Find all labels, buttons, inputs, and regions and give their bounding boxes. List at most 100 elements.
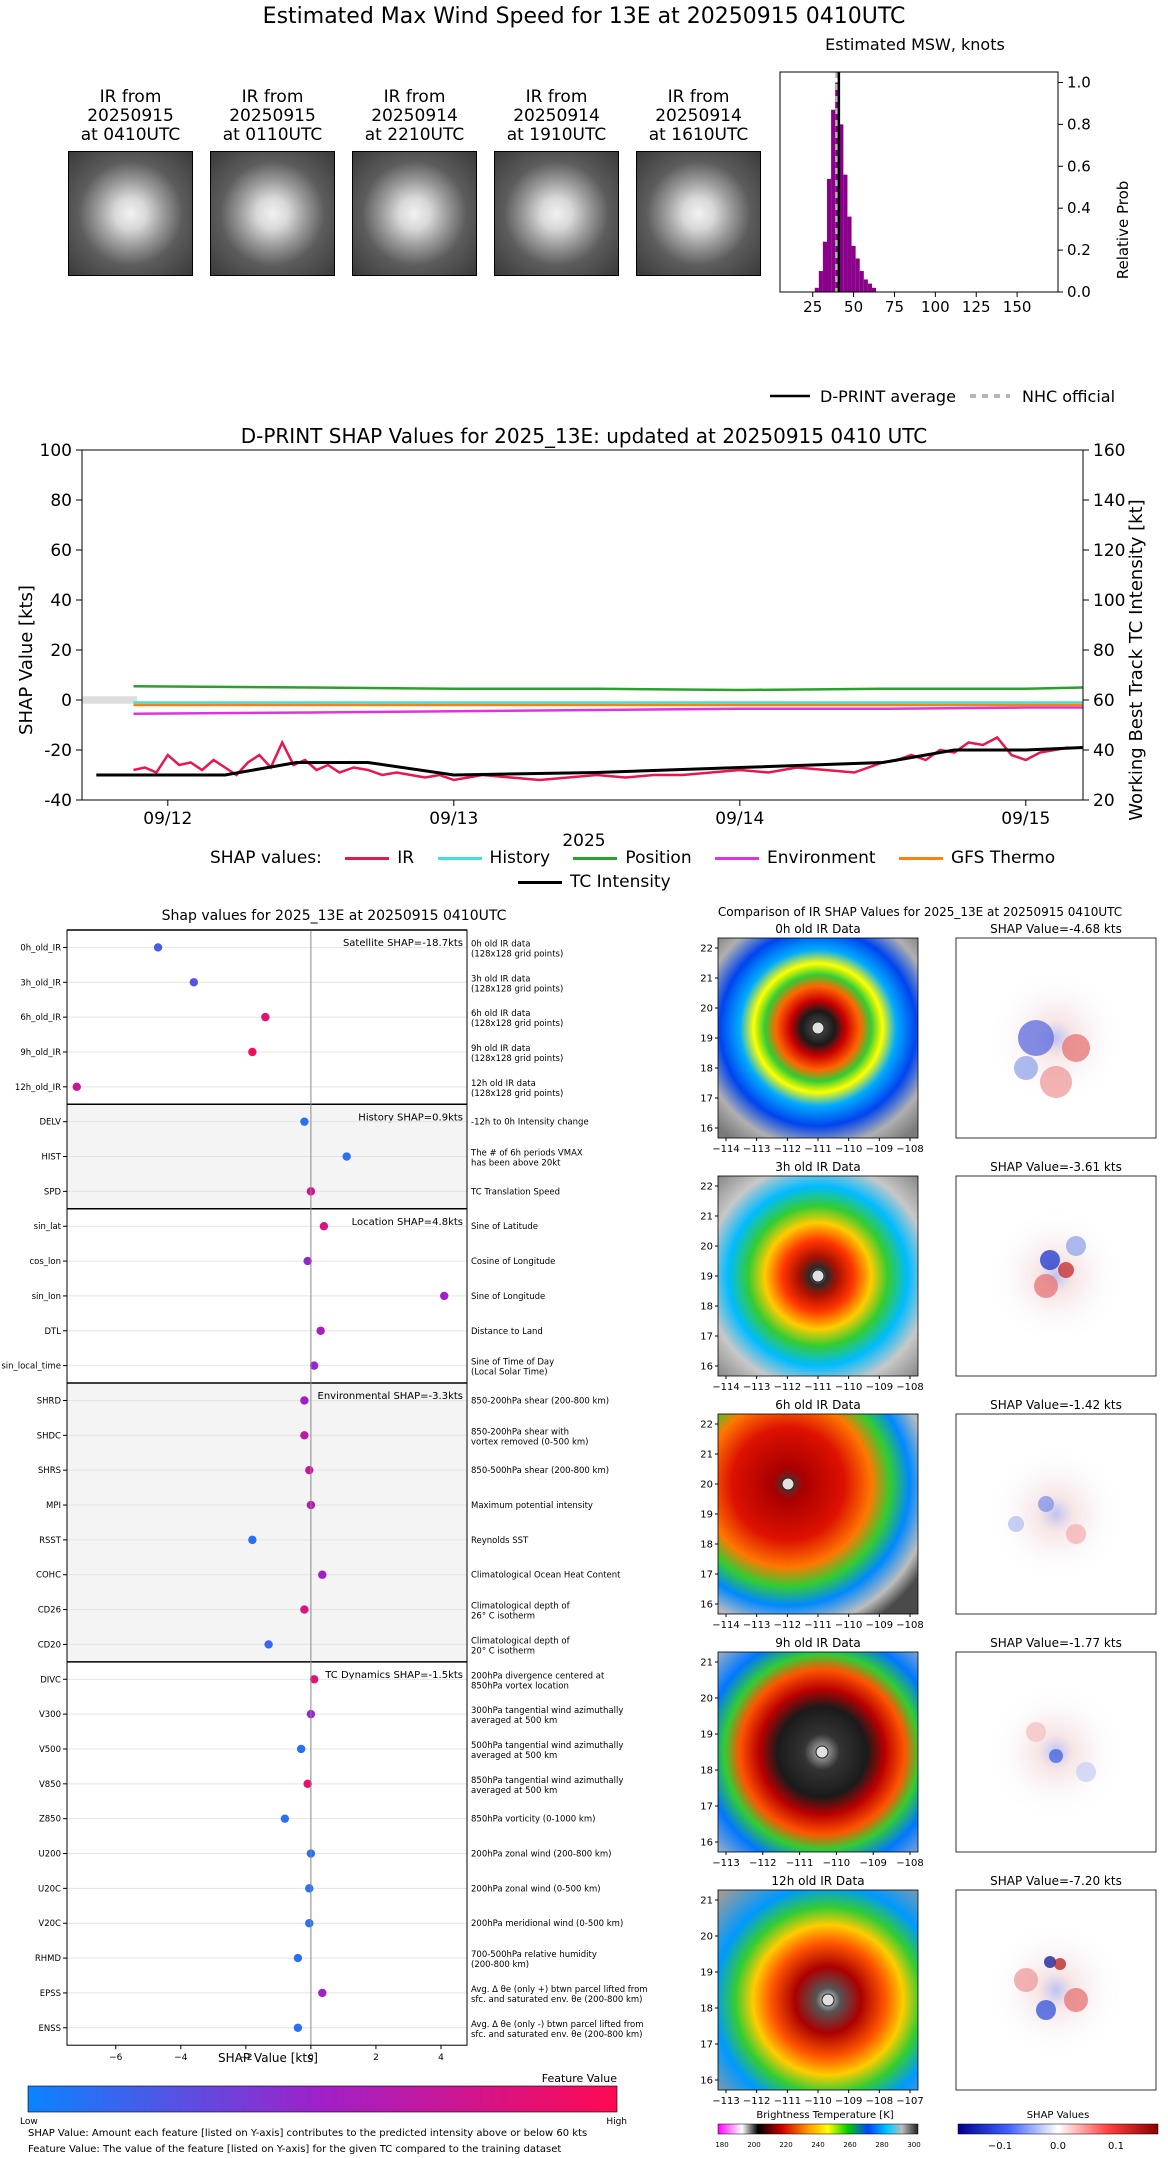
- shap-halo: [986, 1206, 1126, 1346]
- timeseries-title: D-PRINT SHAP Values for 2025_13E: update…: [241, 424, 928, 448]
- lat-tick-label: 21: [700, 1212, 713, 1223]
- feature-desc: 850hPa vortex location: [471, 1681, 569, 1691]
- lon-tick-label: −112: [743, 2096, 770, 2107]
- shap-panel-title: SHAP Value=-1.77 kts: [990, 1636, 1122, 1650]
- lat-tick-label: 16: [700, 1124, 713, 1135]
- storm-eye: [811, 1021, 825, 1035]
- feature-name: EPSS: [40, 1989, 61, 1999]
- feature-name: HIST: [42, 1153, 62, 1163]
- lat-tick-label: 16: [700, 1838, 713, 1849]
- lat-tick-label: 20: [700, 1242, 713, 1253]
- lat-tick-label: 16: [700, 1600, 713, 1611]
- lon-tick-label: −112: [749, 1858, 776, 1869]
- lon-tick-label: −114: [712, 1382, 739, 1393]
- x-tick-label: 09/14: [715, 809, 764, 829]
- legend-gfs-swatch: [899, 856, 943, 860]
- lon-tick-label: −111: [804, 1144, 831, 1155]
- thumb-label-date: 20250915: [87, 106, 174, 126]
- feature-desc: (Local Solar Time): [471, 1368, 548, 1378]
- feature-dot: [342, 1152, 351, 1161]
- feature-dot: [300, 1117, 309, 1126]
- ir-panel-image: [717, 1413, 919, 1615]
- feature-desc: 200hPa zonal wind (200-800 km): [471, 1850, 611, 1860]
- feature-dot: [309, 1675, 319, 1684]
- lon-tick-label: −110: [804, 2096, 831, 2107]
- feature-name: sin_local_time: [1, 1362, 61, 1372]
- feature-desc: (128x128 grid points): [471, 1089, 563, 1099]
- feature-desc: Climatological depth of: [471, 1636, 571, 1646]
- lat-tick-label: 16: [700, 2076, 713, 2087]
- feature-name: 0h_old_IR: [20, 943, 61, 953]
- thumb-label-time: at 0110UTC: [222, 125, 323, 145]
- legend-gfs-label: GFS Thermo: [951, 848, 1056, 868]
- thumb-label-line: IR from: [241, 87, 304, 107]
- lon-tick-label: −109: [866, 1382, 893, 1393]
- thumb-label-date: 20250914: [513, 106, 600, 126]
- y2-tick-label: 20: [1093, 791, 1115, 811]
- feature-desc: 850-500hPa shear (200-800 km): [471, 1466, 609, 1476]
- feature-name: CD20: [38, 1640, 61, 1650]
- bt-tick-label: 300: [907, 2141, 920, 2149]
- feature-dot: [72, 1082, 81, 1092]
- thumb-label-time: at 0410UTC: [80, 125, 181, 145]
- ir-panel-title: 3h old IR Data: [775, 1160, 861, 1174]
- feature-name: sin_lon: [32, 1292, 61, 1302]
- feature-name: DIVC: [40, 1675, 61, 1685]
- shap-blob: [1014, 1056, 1038, 1080]
- feature-dot: [293, 1953, 303, 1963]
- zero-band: [82, 696, 137, 704]
- ir-thumbnail: IR from 20250914 at 1910UTC: [494, 88, 619, 276]
- feature-desc: Maximum potential intensity: [471, 1501, 593, 1511]
- shap-tick-label: −0.1: [988, 2141, 1012, 2152]
- y-tick-label: 60: [50, 541, 72, 561]
- ir-thumbnail-image: [68, 151, 193, 276]
- feature-name: 12h_old_IR: [15, 1083, 61, 1093]
- x-tick-label: 75: [885, 298, 904, 316]
- feature-name: SHDC: [37, 1431, 61, 1441]
- feature-desc: sfc. and saturated env. θe (200-800 km): [471, 2030, 643, 2040]
- legend-tc-swatch: [518, 880, 562, 884]
- group-label: Satellite SHAP=-18.7kts: [343, 938, 463, 949]
- bt-tick-label: 260: [843, 2141, 856, 2149]
- shap-blob: [1040, 1250, 1060, 1270]
- ir-thumbnail-image: [352, 151, 477, 276]
- group-label: Environmental SHAP=-3.3kts: [318, 1391, 464, 1402]
- bt-tick-label: 220: [779, 2141, 792, 2149]
- shap-blob: [1054, 1958, 1066, 1970]
- lon-tick-label: −113: [712, 1858, 739, 1869]
- histogram-bar: [822, 241, 828, 292]
- feature-desc: 200hPa meridional wind (0-500 km): [471, 1919, 623, 1929]
- storm-eye: [815, 1745, 829, 1759]
- ir-panel-title: 6h old IR Data: [775, 1398, 861, 1412]
- feature-desc: Sine of Time of Day: [471, 1358, 554, 1368]
- x-tick-label: −6: [109, 2053, 123, 2063]
- lat-tick-label: 17: [700, 1802, 713, 1813]
- shap-blob: [1058, 1262, 1074, 1278]
- feature-dot: [319, 1222, 329, 1231]
- y-tick-label: 20: [50, 641, 72, 661]
- shap-blob: [1034, 1274, 1058, 1298]
- feature-desc: Climatological depth of: [471, 1602, 571, 1612]
- lon-tick-label: −109: [866, 1144, 893, 1155]
- feature-name: DELV: [39, 1118, 61, 1128]
- feature-desc: 700-500hPa relative humidity: [471, 1950, 597, 1960]
- lat-tick-label: 18: [700, 1766, 713, 1777]
- shap-blob: [1076, 1762, 1096, 1782]
- feature-desc: 300hPa tangential wind azimuthally: [471, 1706, 623, 1716]
- feature-desc: 6h old IR data: [471, 1009, 530, 1019]
- shap-tick-label: 0.0: [1050, 2141, 1066, 2152]
- lon-tick-label: −110: [823, 1858, 850, 1869]
- feature-name: SHRD: [37, 1396, 62, 1406]
- feature-desc: Reynolds SST: [471, 1536, 529, 1546]
- feature-dot: [296, 1744, 306, 1754]
- shap-halo: [986, 1920, 1126, 2060]
- feature-name: DTL: [45, 1327, 62, 1337]
- feature-dot: [248, 1535, 257, 1545]
- feature-name: ENSS: [38, 2024, 61, 2034]
- feature-dot: [309, 1361, 319, 1370]
- y2-tick-label: 60: [1093, 691, 1115, 711]
- ir-thumbnail-image: [210, 151, 335, 276]
- shap-blob: [1014, 1968, 1038, 1992]
- feature-chart-xlabel: SHAP Value [kts]: [218, 2051, 318, 2065]
- y-tick-label: 1.0: [1067, 73, 1091, 91]
